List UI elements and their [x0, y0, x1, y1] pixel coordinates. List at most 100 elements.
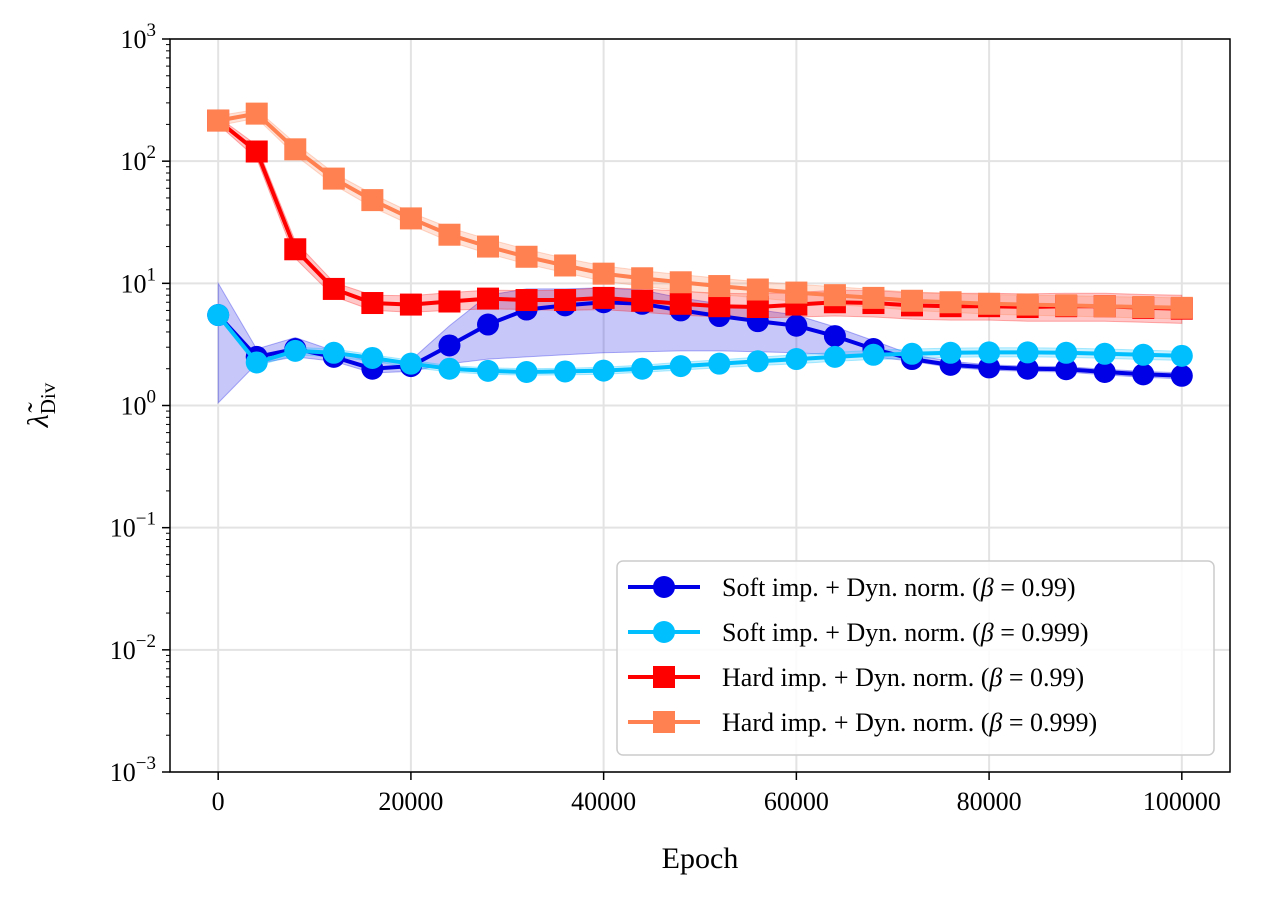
- data-point: [823, 345, 846, 368]
- data-point: [631, 267, 654, 290]
- x-tick-label: 80000: [957, 787, 1022, 816]
- data-point: [477, 313, 499, 336]
- y-tick-label: 102: [121, 142, 157, 176]
- x-tick-label: 40000: [571, 787, 636, 816]
- data-point: [862, 343, 885, 366]
- x-tick-label: 60000: [764, 787, 829, 816]
- data-point: [207, 109, 230, 132]
- y-tick-label: 101: [121, 264, 157, 298]
- data-point: [322, 167, 345, 190]
- data-point: [284, 238, 307, 261]
- data-point: [477, 359, 499, 382]
- data-point: [1093, 361, 1116, 384]
- data-point: [1170, 364, 1193, 387]
- legend-entry: Soft imp. + Dyn. norm. (β = 0.999): [628, 618, 1089, 647]
- data-point: [515, 361, 538, 384]
- data-point: [746, 296, 769, 319]
- data-point: [978, 292, 1001, 315]
- data-point: [1016, 293, 1039, 316]
- data-point: [746, 278, 769, 301]
- legend-entry: Soft imp. + Dyn. norm. (β = 0.99): [628, 573, 1076, 602]
- data-point: [399, 352, 422, 375]
- data-point: [823, 325, 846, 348]
- data-point: [399, 207, 422, 230]
- data-point: [708, 352, 731, 375]
- legend-marker: [653, 666, 675, 688]
- data-point: [207, 304, 230, 327]
- data-point: [1093, 342, 1116, 365]
- data-point: [477, 287, 499, 310]
- data-point: [284, 339, 307, 362]
- data-point: [631, 357, 654, 380]
- legend-marker: [653, 621, 675, 643]
- data-point: [1132, 363, 1155, 386]
- legend-marker: [653, 711, 675, 733]
- x-tick-label: 0: [212, 787, 225, 816]
- data-point: [322, 341, 345, 364]
- data-point: [901, 342, 923, 365]
- data-point: [399, 293, 422, 316]
- data-point: [1170, 344, 1193, 367]
- data-point: [708, 275, 731, 298]
- data-point: [1132, 343, 1155, 366]
- data-point: [708, 295, 731, 318]
- data-point: [939, 341, 962, 364]
- legend-box: [616, 560, 1215, 756]
- data-point: [592, 262, 615, 285]
- data-point: [785, 281, 808, 304]
- data-point: [361, 292, 384, 315]
- data-point: [1055, 341, 1078, 364]
- data-point: [1016, 357, 1039, 380]
- data-point: [438, 357, 461, 380]
- y-tick-label: 10−3: [110, 753, 156, 787]
- data-point: [477, 235, 499, 258]
- y-tick-label: 10−2: [110, 631, 156, 665]
- data-point: [361, 189, 384, 212]
- legend-label: Soft imp. + Dyn. norm. (β = 0.999): [722, 618, 1089, 647]
- data-point: [1170, 296, 1193, 319]
- legend-entry: Hard imp. + Dyn. norm. (β = 0.99): [628, 663, 1084, 692]
- data-point: [245, 140, 268, 163]
- data-point: [438, 290, 461, 313]
- y-tick-label: 100: [121, 387, 157, 421]
- data-point: [746, 350, 769, 373]
- data-point: [245, 102, 268, 125]
- y-tick-label: 103: [121, 20, 157, 54]
- data-point: [1132, 296, 1155, 319]
- data-point: [284, 138, 307, 161]
- data-point: [515, 289, 538, 312]
- legend-label: Hard imp. + Dyn. norm. (β = 0.999): [722, 708, 1097, 737]
- data-point: [438, 223, 461, 246]
- data-point: [554, 360, 577, 383]
- data-point: [1055, 294, 1078, 317]
- data-point: [631, 289, 654, 312]
- data-point: [669, 271, 692, 294]
- data-point: [515, 245, 538, 268]
- data-point: [1093, 295, 1116, 318]
- series-lines: [207, 102, 1193, 387]
- data-point: [823, 284, 846, 307]
- data-point: [939, 291, 962, 314]
- data-point: [669, 355, 692, 378]
- data-point: [592, 286, 615, 309]
- x-tick-label: 100000: [1143, 787, 1221, 816]
- data-point: [669, 292, 692, 315]
- data-point: [978, 341, 1001, 364]
- data-point: [1055, 358, 1078, 381]
- legend-entry: Hard imp. + Dyn. norm. (β = 0.999): [628, 708, 1097, 737]
- data-point: [245, 351, 268, 374]
- data-point: [862, 286, 885, 309]
- confidence-band: [217, 116, 1183, 324]
- data-point: [785, 314, 808, 337]
- legend-label: Soft imp. + Dyn. norm. (β = 0.99): [722, 573, 1076, 602]
- y-axis-label-text: λ̃Div: [22, 382, 60, 428]
- data-point: [554, 254, 577, 277]
- x-axis-label: Epoch: [662, 842, 739, 875]
- data-point: [1016, 341, 1039, 364]
- data-point: [554, 289, 577, 312]
- data-point: [322, 277, 345, 300]
- data-point: [592, 359, 615, 382]
- legend: Soft imp. + Dyn. norm. (β = 0.99) Soft im…: [616, 560, 1215, 756]
- legend-label: Hard imp. + Dyn. norm. (β = 0.99): [722, 663, 1084, 692]
